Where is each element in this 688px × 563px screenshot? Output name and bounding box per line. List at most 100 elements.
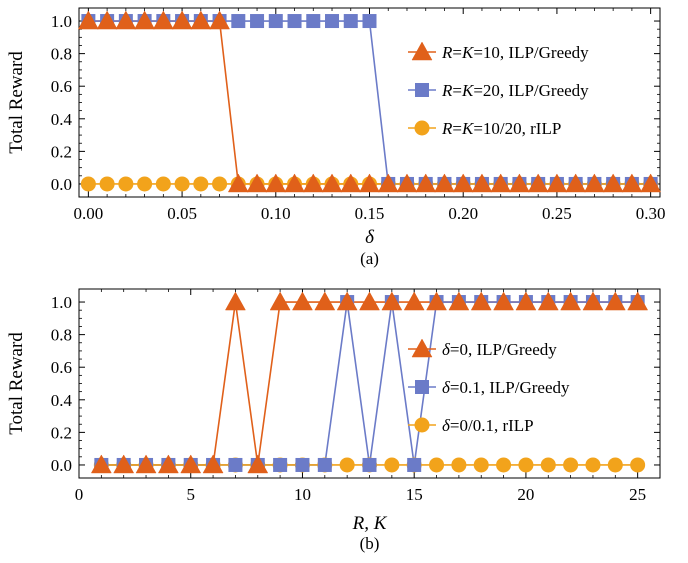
data-point-triangle [269,291,291,311]
x-tick-label: 10 [294,485,311,504]
plot-frame [78,7,661,198]
data-point-triangle [157,454,179,474]
legend-var: R [441,119,453,138]
data-point-triangle [224,291,246,311]
x-tick-label: 5 [186,485,195,504]
data-point-triangle [471,173,493,193]
data-point-triangle [246,173,268,193]
data-point-triangle [470,291,492,311]
y-tick-label: 0.8 [51,45,72,64]
series-markers [77,10,662,193]
legend-var: R [441,81,453,100]
x-tick-label: 0.15 [355,204,385,223]
legend-marker-circle [414,120,430,136]
data-point-triangle [452,173,474,193]
legend-var: K [461,81,475,100]
legend-var: R [441,43,453,62]
data-point-triangle [135,454,157,474]
data-point-triangle [227,173,249,193]
legend-var: δ [442,416,451,435]
data-point-triangle [377,173,399,193]
x-tick-label: 0.00 [73,204,103,223]
data-point-triangle [396,173,418,193]
y-tick-label: 0.4 [51,391,73,410]
legend-var: δ [442,378,451,397]
legend-entry: R=K=10/20, rILP [441,119,561,138]
data-point-triangle [493,291,515,311]
data-point-circle [99,176,115,192]
data-point-triangle [321,173,343,193]
legend-text: =10/20, rILP [473,119,561,138]
data-point-triangle [527,173,549,193]
data-point-triangle [490,173,512,193]
data-point-triangle [134,10,156,30]
data-point-square [325,14,340,29]
data-point-triangle [515,291,537,311]
data-point-triangle [292,291,313,311]
data-point-circle [540,457,556,473]
data-point-triangle [403,291,425,311]
data-point-circle [518,457,534,473]
legend-eq: = [452,119,462,138]
series-square-points [81,14,658,191]
data-point-triangle [448,291,470,311]
y-tick-label: 0.2 [51,142,72,161]
data-point-triangle [537,291,559,311]
y-tick-label: 0.6 [51,358,72,377]
data-point-circle [174,176,190,192]
series-triangle-points [77,10,662,193]
data-point-triangle [113,454,135,474]
legend-text: =10, ILP/Greedy [473,43,589,62]
y-tick-label: 0.0 [51,456,72,475]
data-point-triangle [560,291,582,311]
data-point-circle [80,176,96,192]
legend-eq: = [452,43,462,62]
data-point-square [362,457,377,472]
data-point-triangle [115,10,137,30]
data-point-circle [384,457,400,473]
data-point-square [317,457,332,472]
legend-var: K [461,119,475,138]
data-point-square [295,457,310,472]
data-point-triangle [565,173,587,193]
data-point-circle [630,457,646,473]
data-point-triangle [209,10,230,30]
chart-panel-b: 0.0 0.2 0.4 0.6 0.8 1.0 0 5 10 15 20 25 Total Reward… [6,288,661,553]
legend-entry: δ=0/0.1, rILP [442,416,534,435]
legend-marker-circle [414,417,430,433]
series-triangle-points [90,291,649,474]
data-point-triangle [314,291,336,311]
data-point-triangle [90,454,112,474]
data-point-circle [563,457,579,473]
data-point-square [268,14,283,29]
legend-entry: δ=0.1, ILP/Greedy [442,378,570,397]
data-point-circle [496,457,512,473]
data-point-triangle [180,454,202,474]
x-axis-label: δ [365,227,375,248]
legend-eq: = [452,81,462,100]
data-point-triangle [190,10,212,30]
data-point-circle [607,457,623,473]
data-point-triangle [381,291,403,311]
y-tick-label: 0.0 [51,175,72,194]
data-point-circle [473,457,489,473]
chart-panel-a: 0.0 0.2 0.4 0.6 0.8 1.0 0.00 0.05 0.10 0.15 0.20 0.… [6,7,666,268]
data-point-circle [429,457,445,473]
y-tick-label: 0.2 [51,423,72,442]
data-point-circle [193,176,209,192]
y-axis-label: Total Reward [6,332,27,435]
legend-var: K [461,43,475,62]
legend-entry: R=K=20, ILP/Greedy [441,81,589,100]
x-tick-label: 0.25 [542,204,572,223]
series-markers [90,291,649,474]
x-axis-label: R, K [352,513,388,534]
data-point-triangle [509,173,530,193]
y-tick-label: 0.4 [51,110,73,129]
data-point-triangle [247,454,269,474]
y-tick-label: 1.0 [51,293,72,312]
data-point-triangle [77,10,99,30]
data-point-square [287,14,302,29]
